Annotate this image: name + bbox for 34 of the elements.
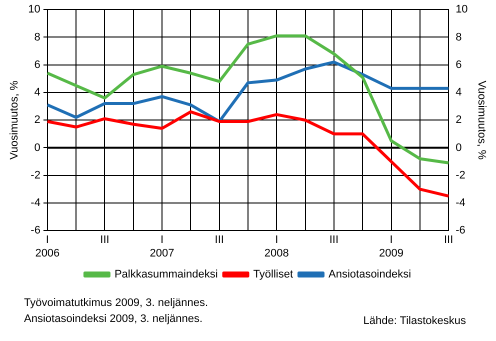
- text: Ansiotasoindeksi 2009, 3. neljännes.: [24, 313, 203, 325]
- y2-tick-label: 2: [456, 114, 462, 126]
- text: Lähde: Tilastokeskus: [363, 315, 466, 327]
- y2-tick-label: 0: [456, 142, 462, 154]
- legend-label: Työlliset: [253, 268, 294, 281]
- x-tick-label: III: [329, 234, 339, 246]
- x-tick-label: I 2008: [264, 234, 289, 260]
- x-tick-label: III: [100, 234, 110, 246]
- y2-tick-label: -2: [456, 169, 466, 182]
- y2-tick-label: 10: [456, 4, 468, 16]
- y-tick-label: 8: [34, 31, 40, 44]
- legend-label: Palkkasummaindeksi: [114, 268, 218, 281]
- y-tick-label: 6: [34, 58, 40, 71]
- y-axis-title: Vuosimuutos, %: [8, 80, 21, 160]
- y-tick-label: 10: [28, 4, 40, 16]
- y2-tick-label: 8: [456, 31, 462, 44]
- y-tick-label: -4: [30, 197, 40, 210]
- y2-tick-label: -4: [456, 197, 466, 210]
- y-tick-label: 0: [34, 142, 40, 154]
- x-tick-label: I 2006: [35, 234, 60, 260]
- y2-axis-title: Vuosimuutos, %: [475, 80, 488, 160]
- text: Työvoimatutkimus 2009, 3. neljännes.: [24, 297, 208, 309]
- y2-tick-label: 4: [456, 86, 462, 99]
- y2-tick-label: 6: [456, 58, 462, 71]
- legend-label: Ansiotasoindeksi: [328, 268, 412, 281]
- y-tick-label: -6: [30, 224, 40, 237]
- y2-tick-label: -6: [456, 224, 466, 237]
- x-tick-label: III: [214, 234, 224, 246]
- y-tick-label: -2: [30, 169, 40, 182]
- x-tick-label: I 2007: [150, 234, 174, 260]
- y-tick-label: 2: [34, 114, 40, 126]
- y-tick-label: 4: [34, 86, 40, 99]
- x-tick-label: I 2009: [379, 234, 404, 260]
- x-tick-label: III: [444, 234, 454, 246]
